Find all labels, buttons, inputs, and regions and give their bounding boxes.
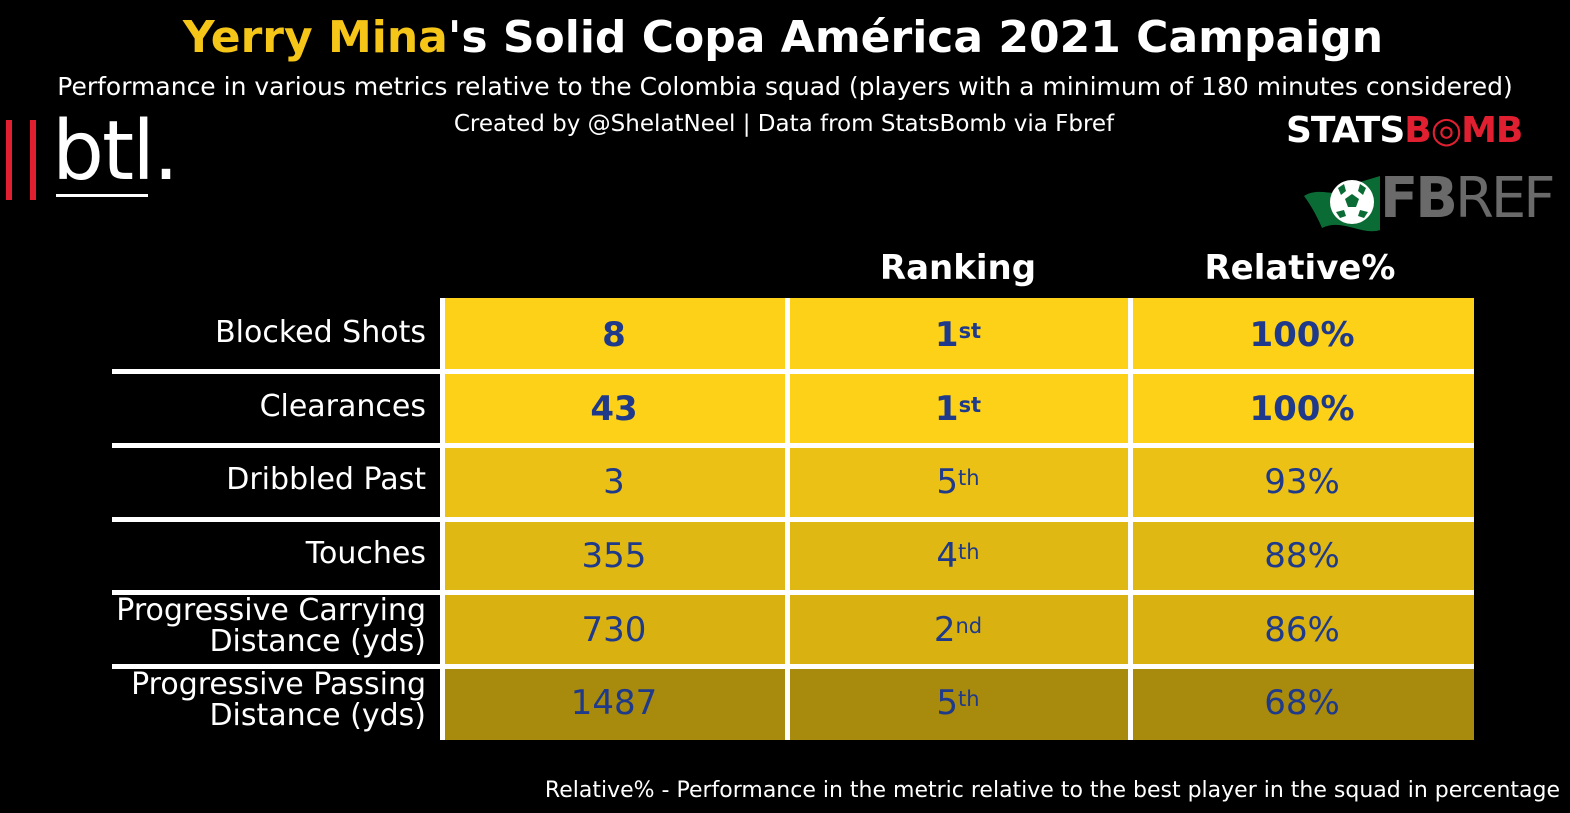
rank-suffix: th bbox=[958, 466, 980, 491]
table-cell-relative: 86% bbox=[1130, 592, 1474, 667]
table-cell-value: 355 bbox=[442, 519, 786, 593]
fbref-logo-ref: REF bbox=[1454, 166, 1556, 231]
row-separator bbox=[112, 442, 1474, 448]
rank-suffix: st bbox=[958, 318, 982, 343]
table-cell-relative: 93% bbox=[1130, 445, 1474, 520]
row-label: Progressive Passing Distance (yds) bbox=[131, 666, 426, 733]
table-cell-relative: 100% bbox=[1130, 371, 1474, 446]
footer-note: Relative% - Performance in the metric re… bbox=[544, 778, 1560, 803]
btl-logo-text: btl. bbox=[52, 104, 179, 199]
rank-number: 1 bbox=[934, 314, 959, 355]
column-header-relative: Relative% bbox=[1204, 248, 1396, 288]
row-separator bbox=[112, 590, 1474, 596]
rank-number: 5 bbox=[936, 462, 959, 503]
btl-logo-dot: . bbox=[152, 104, 179, 199]
rank-suffix: nd bbox=[955, 613, 983, 638]
statsbomb-logo: STATSB◎MB bbox=[1286, 110, 1523, 151]
btl-logo-underline bbox=[56, 194, 148, 197]
rank-suffix: th bbox=[958, 539, 980, 564]
row-label: Blocked Shots bbox=[215, 314, 426, 350]
rank-number: 5 bbox=[936, 683, 959, 724]
row-separator bbox=[112, 369, 1474, 375]
btl-logo-bar-left bbox=[6, 120, 12, 200]
column-separator bbox=[1128, 298, 1133, 741]
row-label: Dribbled Past bbox=[226, 462, 426, 498]
rank-suffix: th bbox=[958, 687, 980, 712]
row-label: Clearances bbox=[259, 388, 426, 424]
table-cell-value: 8 bbox=[442, 298, 786, 372]
chart-subtitle: Performance in various metrics relative … bbox=[57, 72, 1513, 101]
row-separator bbox=[112, 516, 1474, 522]
title-player-name: Yerry Mina bbox=[182, 12, 448, 63]
rank-number: 1 bbox=[934, 388, 959, 429]
column-separator bbox=[440, 298, 445, 741]
fbref-logo: FBREF bbox=[1302, 166, 1555, 236]
statsbomb-logo-bomb: B◎MB bbox=[1404, 110, 1523, 151]
table-cell-value: 730 bbox=[442, 592, 786, 667]
rank-number: 4 bbox=[936, 535, 959, 576]
table-cell-value: 1487 bbox=[442, 666, 786, 741]
column-separator bbox=[785, 298, 790, 741]
title-rest: 's Solid Copa América 2021 Campaign bbox=[447, 12, 1384, 63]
statsbomb-logo-stats: STATS bbox=[1286, 110, 1405, 151]
btl-logo-bar-right bbox=[30, 120, 36, 200]
chart-title: Yerry Mina's Solid Copa América 2021 Cam… bbox=[0, 12, 1566, 63]
rank-suffix: st bbox=[958, 392, 982, 417]
row-label: Touches bbox=[305, 535, 426, 571]
table-cell-value: 3 bbox=[442, 445, 786, 520]
row-label: Progressive Carrying Distance (yds) bbox=[116, 592, 426, 659]
fbref-flag-icon bbox=[1304, 176, 1380, 232]
btl-logo-word: btl bbox=[52, 104, 155, 199]
btl-logo: btl. bbox=[6, 104, 179, 204]
fbref-logo-text: FBREF bbox=[1380, 166, 1556, 231]
fbref-logo-fb: FB bbox=[1380, 166, 1458, 231]
column-header-ranking: Ranking bbox=[879, 248, 1037, 288]
table-cell-relative: 100% bbox=[1130, 298, 1474, 372]
row-separator bbox=[112, 664, 1474, 669]
table-cell-value: 43 bbox=[442, 371, 786, 446]
table-cell-relative: 88% bbox=[1130, 519, 1474, 593]
credit-line: Created by @ShelatNeel | Data from Stats… bbox=[453, 111, 1115, 137]
rank-number: 2 bbox=[933, 609, 956, 650]
table-cell-relative: 68% bbox=[1130, 666, 1474, 741]
